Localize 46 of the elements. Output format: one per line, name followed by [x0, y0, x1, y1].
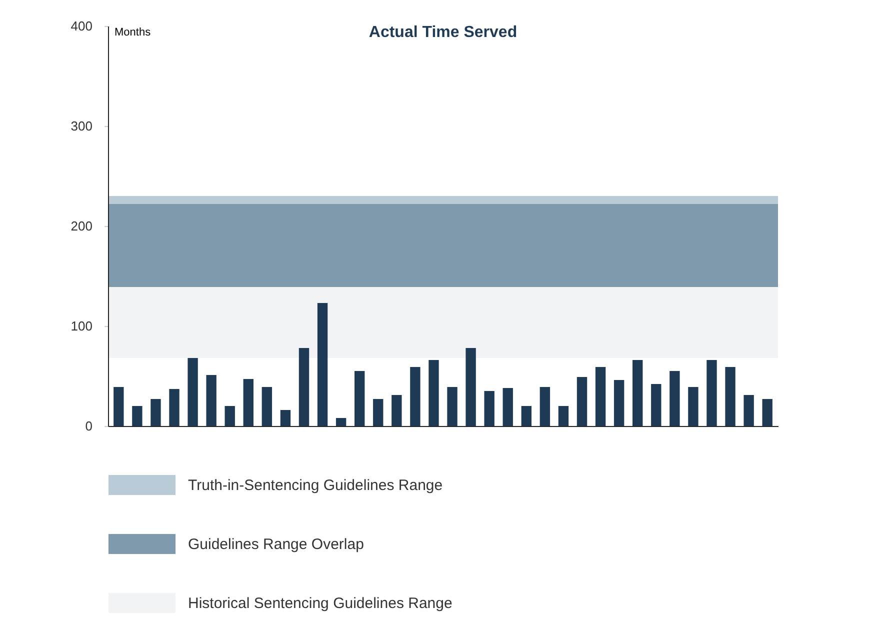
bar [132, 406, 142, 426]
bar [150, 399, 161, 426]
legend-label: Guidelines Range Overlap [188, 536, 364, 553]
bar [706, 360, 717, 426]
bar [576, 377, 588, 426]
bar [392, 395, 402, 426]
bar [762, 399, 772, 426]
bar [540, 387, 550, 426]
bar [595, 367, 606, 426]
bar [410, 367, 420, 426]
y-tick-label: 300 [70, 118, 92, 134]
bar [336, 418, 346, 426]
bar [447, 387, 458, 426]
bar [169, 389, 180, 426]
bar [725, 367, 736, 426]
y-tick-label: 0 [85, 418, 92, 434]
bar [224, 406, 235, 426]
y-axis-title: Months [114, 26, 152, 38]
y-tick-label: 100 [70, 318, 92, 334]
bar [484, 391, 494, 426]
bar [502, 388, 513, 426]
legend-label: Truth-in-Sentencing Guidelines Range [188, 477, 443, 494]
bar [373, 399, 384, 426]
bar [670, 371, 680, 426]
bar [614, 380, 624, 426]
bar [688, 387, 698, 426]
y-tick-label: 200 [70, 218, 92, 234]
y-tick-label: 400 [70, 18, 92, 34]
bar [262, 387, 272, 426]
bar [632, 360, 643, 426]
chart-title: Actual Time Served [368, 24, 518, 41]
bar [521, 406, 532, 426]
bar [428, 360, 439, 426]
bar [317, 303, 328, 426]
bar [651, 384, 662, 426]
bar [114, 387, 124, 426]
bar [466, 348, 476, 426]
bar [354, 371, 365, 426]
bar [206, 375, 216, 426]
legend-label: Historical Sentencing Guidelines Range [188, 595, 452, 612]
bar [558, 406, 569, 426]
bar [280, 410, 291, 426]
bar [298, 348, 310, 426]
bar [243, 379, 254, 426]
bar [744, 395, 754, 426]
bar [188, 358, 198, 426]
